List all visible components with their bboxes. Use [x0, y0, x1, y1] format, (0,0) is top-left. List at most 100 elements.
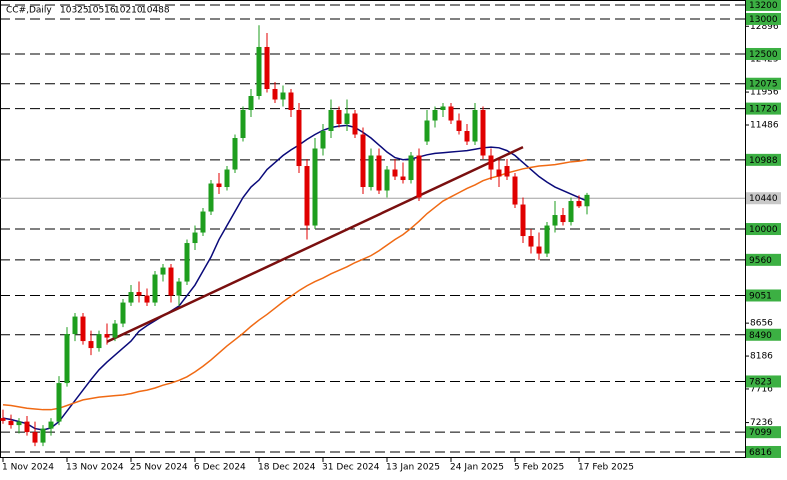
candle-body: [0, 418, 6, 421]
candle-body: [512, 176, 518, 205]
moving-average: [2, 158, 588, 411]
candle-body: [152, 274, 158, 303]
candle-body: [584, 194, 590, 207]
candle-body: [200, 211, 206, 233]
candle-body: [168, 267, 174, 296]
level-box: [746, 328, 781, 341]
candle-body: [184, 243, 190, 282]
candle-body: [128, 292, 134, 303]
symbol-label: CC#,Daily: [6, 6, 52, 16]
y-tick-label: 7236: [750, 418, 773, 428]
level-label: 11720: [749, 105, 778, 115]
candle-body: [552, 215, 558, 226]
candle-body: [560, 215, 566, 223]
candle-body: [88, 341, 94, 349]
candle-body: [528, 236, 534, 247]
candle-body: [48, 421, 54, 429]
level-label: 7099: [749, 428, 772, 438]
candle-body: [496, 169, 502, 177]
y-tick-label: 7716: [750, 384, 773, 394]
candle-body: [192, 232, 198, 244]
level-label: 7823: [749, 377, 772, 387]
candle-body: [488, 155, 494, 170]
candle-body: [392, 169, 398, 177]
candle-body: [432, 110, 438, 121]
ohlc-high: 10516: [87, 6, 116, 16]
candle-body: [96, 334, 102, 349]
x-tick-label: 17 Feb 2025: [578, 463, 634, 473]
candle-body: [272, 88, 278, 100]
candle-body: [376, 155, 382, 191]
moving-average: [2, 124, 588, 431]
level-box: [746, 375, 781, 388]
level-label: 8490: [749, 331, 772, 341]
x-tick-label: 31 Dec 2024: [322, 463, 380, 473]
trendline: [106, 145, 524, 343]
y-tick-label: 8186: [750, 352, 773, 362]
level-label: 6816: [749, 448, 772, 458]
candle-body: [240, 110, 246, 139]
price-label: 10440: [749, 194, 778, 204]
candle-body: [504, 166, 510, 177]
x-tick-label: 6 Dec 2024: [194, 463, 246, 473]
level-label: 13200: [749, 1, 778, 11]
candle-body: [72, 316, 78, 335]
candle-body: [144, 295, 150, 303]
x-tick-label: 13 Nov 2024: [66, 463, 124, 473]
candle-body: [344, 113, 350, 125]
y-tick-label: 11956: [750, 88, 779, 98]
level-label: 9051: [749, 291, 772, 301]
candle-body: [160, 267, 166, 275]
price-box: [746, 192, 781, 205]
level-box: [746, 77, 781, 90]
candle-body: [312, 148, 318, 226]
candle-body: [16, 421, 22, 426]
level-box: [746, 253, 781, 266]
candle-body: [328, 110, 334, 132]
level-label: 12075: [749, 80, 778, 90]
candle-body: [576, 201, 582, 207]
x-tick-label: 24 Jan 2025: [450, 463, 504, 473]
candle-body: [544, 225, 550, 254]
candle-body: [256, 46, 262, 96]
level-label: 12500: [749, 50, 778, 60]
candle-body: [232, 138, 238, 170]
candle-body: [56, 383, 62, 422]
candle-body: [408, 155, 414, 181]
candle-body: [424, 120, 430, 142]
y-tick-label: 11486: [750, 120, 779, 130]
candle-body: [416, 155, 422, 198]
candle-body: [320, 131, 326, 149]
candle-body: [296, 110, 302, 167]
ohlc-low: 10210: [114, 6, 143, 16]
candle-body: [280, 92, 286, 100]
candle-body: [352, 113, 358, 135]
x-tick-label: 25 Nov 2024: [130, 463, 188, 473]
candle-body: [112, 323, 118, 338]
candle-body: [480, 110, 486, 156]
candle-body: [288, 92, 294, 111]
y-tick-label: 8656: [750, 319, 773, 329]
x-tick-label: 1 Nov 2024: [2, 463, 54, 473]
level-box: [746, 0, 781, 11]
candle-body: [24, 421, 30, 433]
x-tick-label: 18 Dec 2024: [258, 463, 316, 473]
x-tick-label: 13 Jan 2025: [386, 463, 440, 473]
candle-body: [120, 302, 126, 324]
level-label: 13000: [749, 15, 778, 25]
candle-body: [224, 169, 230, 188]
candle-body: [336, 110, 342, 125]
candle-body: [448, 106, 454, 121]
candle-body: [64, 334, 70, 384]
candle-body: [568, 201, 574, 223]
candle-body: [360, 134, 366, 188]
candle-body: [472, 110, 478, 142]
candle-body: [104, 334, 110, 338]
candle-body: [536, 246, 542, 254]
candle-body: [176, 281, 182, 296]
candle-body: [400, 176, 406, 181]
level-box: [746, 153, 781, 166]
candle-body: [464, 131, 470, 142]
level-box: [746, 223, 781, 236]
